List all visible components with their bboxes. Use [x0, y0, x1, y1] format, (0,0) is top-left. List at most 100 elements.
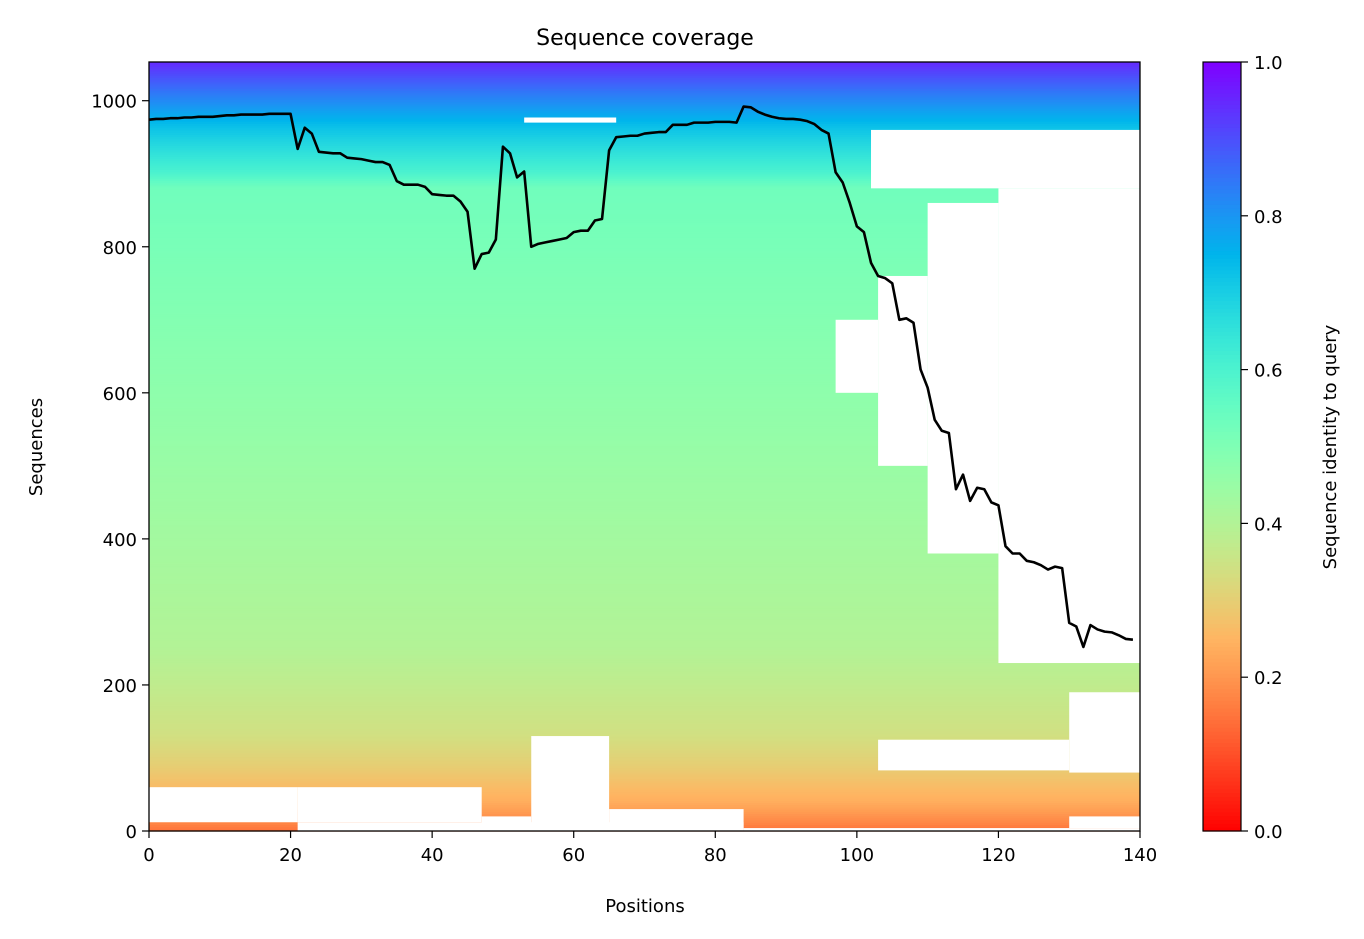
colorbar-segment [1203, 135, 1241, 140]
colorbar-segment [1203, 573, 1241, 578]
colorbar-segment [1203, 277, 1241, 282]
heatmap-row [149, 66, 1140, 70]
colorbar-segment [1203, 438, 1241, 444]
colorbar-segment [1203, 69, 1241, 75]
uncovered-regions [149, 117, 1140, 831]
colorbar-segment [1203, 146, 1241, 152]
heatmap-row [149, 270, 1140, 273]
heatmap-row [149, 224, 1140, 227]
heatmap-row [149, 462, 1140, 466]
heatmap-row [149, 377, 1140, 381]
heatmap-row [149, 287, 1140, 291]
heatmap-row [149, 719, 1140, 723]
heatmap-row [149, 129, 1140, 133]
x-tick-label: 120 [981, 845, 1015, 866]
heatmap-row [149, 140, 1140, 144]
heatmap-row [149, 368, 1140, 372]
heatmap-row [149, 408, 1140, 411]
heatmap-row [149, 145, 1140, 149]
heatmap-row [149, 627, 1140, 631]
heatmap-row [149, 561, 1140, 565]
heatmap-row [149, 259, 1140, 262]
heatmap-row [149, 189, 1140, 192]
heatmap-row [149, 373, 1140, 376]
heatmap-row [149, 734, 1140, 738]
heatmap-row [149, 241, 1140, 245]
colorbar-segment [1203, 62, 1241, 67]
heatmap-row [149, 506, 1140, 510]
colorbar-segment [1203, 646, 1241, 651]
heatmap-row [149, 357, 1140, 361]
colorbar-segment [1203, 427, 1241, 432]
heatmap-row [149, 605, 1140, 609]
heatmap-row [149, 178, 1140, 181]
heatmap-row [149, 651, 1140, 655]
heatmap-row [149, 473, 1140, 477]
uncovered-block [1069, 692, 1140, 773]
colorbar-segment [1203, 408, 1241, 413]
colorbar-segment [1203, 546, 1241, 551]
heatmap-row [149, 497, 1140, 501]
heatmap-row [149, 147, 1140, 151]
colorbar-segment [1203, 496, 1241, 501]
heatmap-row [149, 771, 1140, 775]
heatmap-row [149, 355, 1140, 359]
colorbar-segment [1203, 777, 1241, 782]
colorbar-segment [1203, 542, 1241, 548]
heatmap-row [149, 500, 1140, 503]
heatmap-row [149, 169, 1140, 173]
heatmap-row [149, 313, 1140, 317]
colorbar-segment [1203, 446, 1241, 451]
heatmap-row [149, 725, 1140, 729]
heatmap-row [149, 469, 1140, 473]
heatmap-row [149, 802, 1140, 806]
heatmap-row [149, 75, 1140, 78]
colorbar-tick-label: 0.0 [1254, 822, 1283, 843]
heatmap-row [149, 690, 1140, 694]
heatmap-row [149, 175, 1140, 179]
heatmap-row [149, 338, 1140, 341]
heatmap-row [149, 173, 1140, 177]
heatmap-row [149, 386, 1140, 390]
heatmap-row [149, 381, 1140, 385]
heatmap-row [149, 760, 1140, 764]
colorbar-segment [1203, 454, 1241, 459]
colorbar-segment [1203, 746, 1241, 751]
colorbar-segment [1203, 769, 1241, 774]
heatmap-row [149, 609, 1140, 613]
colorbar-segment [1203, 784, 1241, 790]
heatmap-row [149, 657, 1140, 661]
colorbar-tick-label: 0.8 [1254, 207, 1283, 228]
heatmap-row [149, 230, 1140, 234]
heatmap-row [149, 550, 1140, 554]
colorbar-segment [1203, 461, 1241, 467]
colorbar-tick-label: 0.4 [1254, 514, 1283, 535]
heatmap-row [149, 320, 1140, 324]
colorbar-segment [1203, 558, 1241, 563]
uncovered-block [297, 787, 482, 823]
heatmap-row [149, 405, 1140, 409]
colorbar-segment [1203, 504, 1241, 509]
heatmap-row [149, 276, 1140, 280]
heatmap-row [149, 62, 1140, 65]
colorbar-segment [1203, 677, 1241, 682]
heatmap-row [149, 738, 1140, 742]
uncovered-block [531, 736, 610, 831]
colorbar-segment [1203, 211, 1241, 217]
heatmap-row [149, 552, 1140, 556]
x-tick-label: 140 [1123, 845, 1157, 866]
heatmap-row [149, 736, 1140, 740]
y-tick-label: 0 [126, 822, 137, 843]
heatmap-row [149, 780, 1140, 784]
colorbar-segment [1203, 515, 1241, 521]
heatmap-row [149, 806, 1140, 810]
y-tick-label: 1000 [91, 92, 137, 113]
heatmap-row [149, 776, 1140, 780]
colorbar-segment [1203, 727, 1241, 732]
heatmap-row [149, 349, 1140, 352]
colorbar-segment [1203, 654, 1241, 659]
colorbar-segment [1203, 604, 1241, 609]
heatmap-row [149, 541, 1140, 545]
heatmap-row [149, 206, 1140, 210]
heatmap-row [149, 436, 1140, 440]
